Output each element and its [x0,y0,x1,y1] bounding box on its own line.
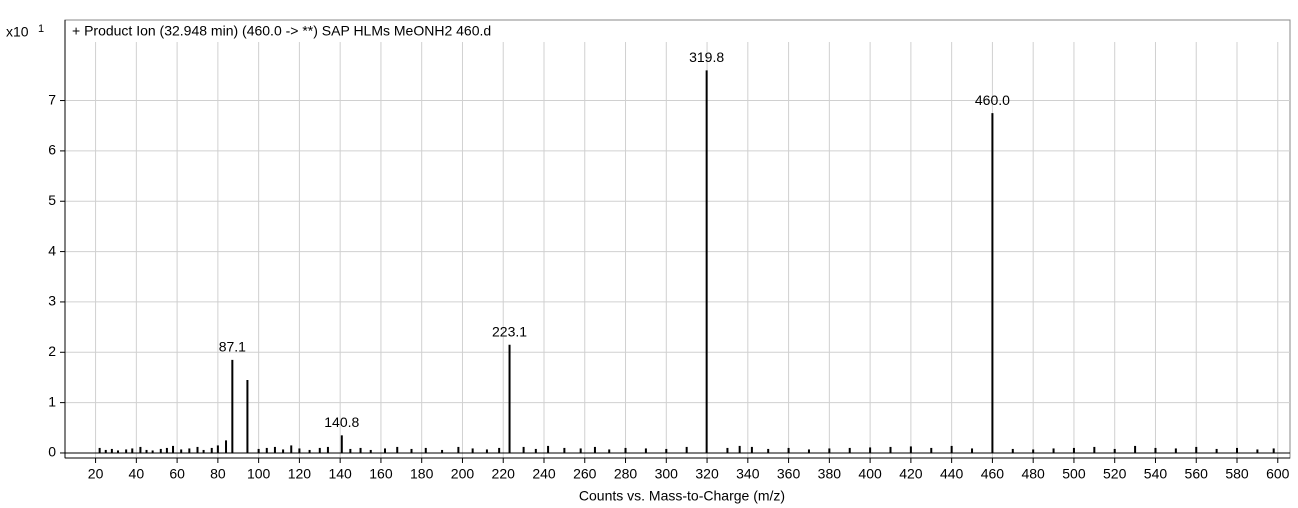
x-tick-label: 480 [1021,466,1045,482]
chart-title: + Product Ion (32.948 min) (460.0 -> **)… [72,23,491,39]
x-tick-label: 140 [328,466,352,482]
x-tick-label: 220 [492,466,516,482]
x-tick-label: 440 [940,466,964,482]
x-tick-label: 340 [736,466,760,482]
x-tick-label: 540 [1144,466,1168,482]
x-tick-label: 300 [655,466,679,482]
x-tick-label: 260 [573,466,597,482]
x-tick-label: 200 [451,466,475,482]
x-tick-label: 80 [210,466,226,482]
x-tick-label: 240 [532,466,556,482]
y-exponent: 1 [38,23,44,35]
y-tick-label: 7 [48,91,56,107]
peak-label: 460.0 [975,92,1010,108]
y-multiplier: x10 [6,24,29,40]
x-tick-label: 160 [369,466,393,482]
x-tick-label: 600 [1266,466,1290,482]
peak-label: 87.1 [219,339,246,355]
x-axis-label: Counts vs. Mass-to-Charge (m/z) [579,488,785,504]
x-tick-label: 460 [981,466,1005,482]
y-tick-label: 1 [48,393,56,409]
y-tick-label: 0 [48,444,56,460]
x-tick-label: 180 [410,466,434,482]
y-tick-label: 2 [48,343,56,359]
x-tick-label: 380 [818,466,842,482]
x-tick-label: 100 [247,466,271,482]
x-tick-label: 560 [1185,466,1209,482]
x-tick-label: 20 [88,466,104,482]
x-tick-label: 520 [1103,466,1127,482]
x-tick-label: 400 [858,466,882,482]
y-tick-label: 5 [48,192,56,208]
peak-label: 223.1 [492,323,527,339]
y-tick-label: 6 [48,142,56,158]
y-tick-label: 4 [48,242,56,258]
x-tick-label: 60 [169,466,185,482]
peak-label: 140.8 [324,414,359,430]
plot-frame [64,19,1291,459]
x-tick-label: 280 [614,466,638,482]
x-tick-label: 40 [129,466,145,482]
x-tick-label: 360 [777,466,801,482]
x-tick-label: 320 [695,466,719,482]
x-tick-label: 580 [1225,466,1249,482]
x-tick-label: 120 [288,466,312,482]
x-tick-label: 500 [1062,466,1086,482]
peak-label: 319.8 [689,49,724,65]
x-tick-label: 420 [899,466,923,482]
y-tick-label: 3 [48,293,56,309]
